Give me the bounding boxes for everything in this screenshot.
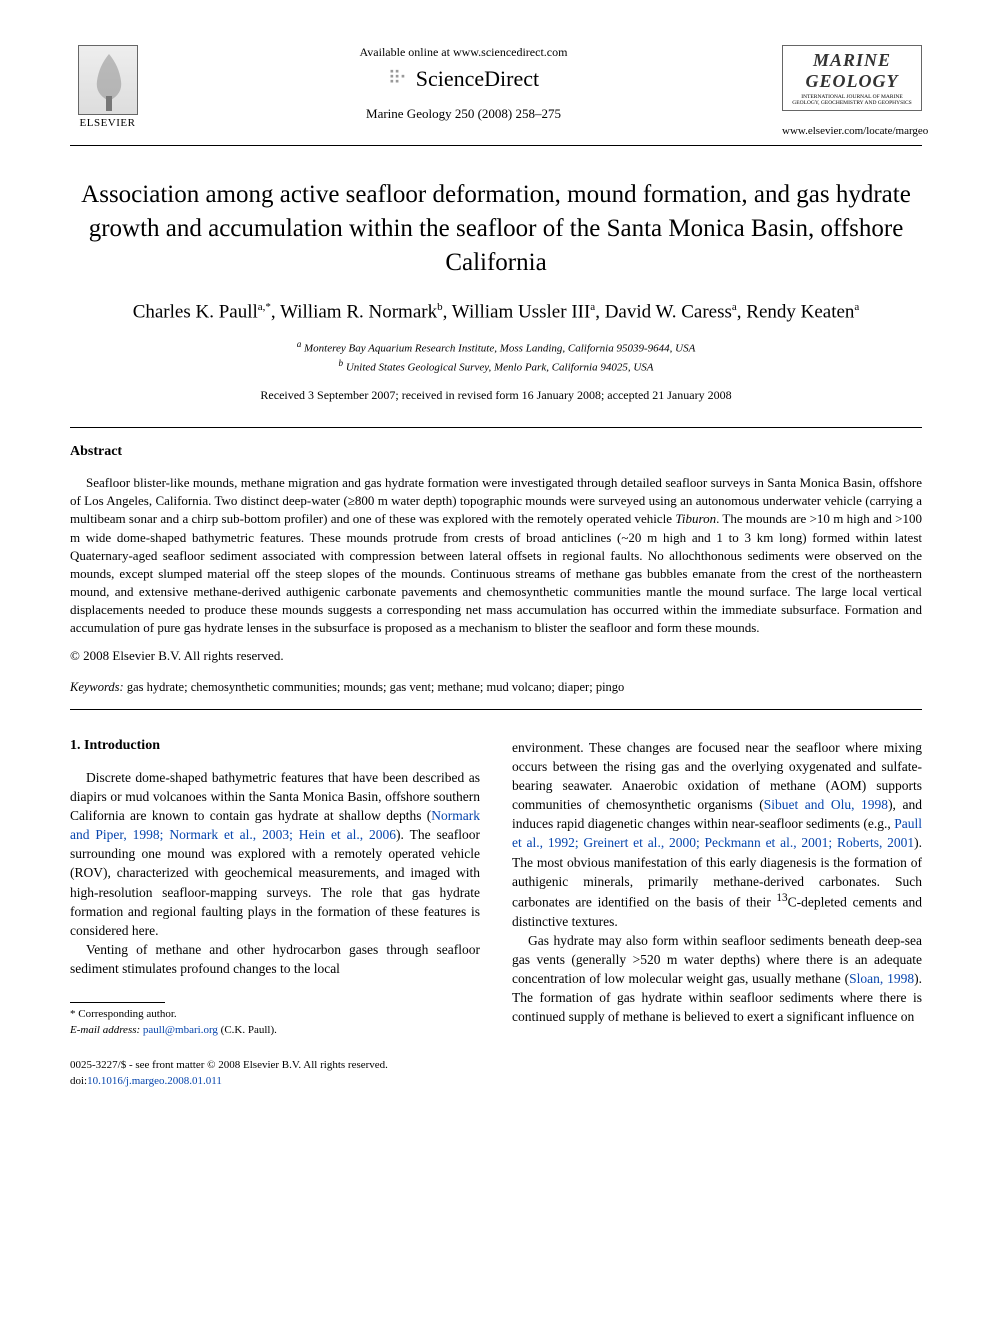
abstract-heading: Abstract — [70, 444, 922, 460]
elsevier-label: ELSEVIER — [80, 117, 136, 129]
journal-header: ELSEVIER Available online at www.science… — [70, 45, 922, 137]
abstract-top-rule — [70, 427, 922, 428]
author: Charles K. Paull — [133, 302, 258, 323]
doi-link[interactable]: 10.1016/j.margeo.2008.01.011 — [87, 1075, 222, 1087]
isotope-sup: 13 — [776, 892, 787, 904]
right-column: environment. These changes are focused n… — [512, 738, 922, 1039]
elsevier-tree-icon — [78, 45, 138, 115]
author: William R. Normark — [280, 302, 437, 323]
sd-brand-text: ScienceDirect — [416, 66, 539, 91]
author: William Ussler III — [452, 302, 591, 323]
abstract-text: Seafloor blister-like mounds, methane mi… — [70, 474, 922, 638]
affiliation-b: b United States Geological Survey, Menlo… — [70, 357, 922, 376]
author-aff: a,* — [258, 301, 271, 313]
paper-title: Association among active seafloor deform… — [70, 178, 922, 279]
keywords-text: gas hydrate; chemosynthetic communities;… — [127, 680, 624, 694]
author: Rendy Keaten — [746, 302, 854, 323]
author-aff: a — [732, 301, 737, 313]
abstract-bottom-rule — [70, 709, 922, 710]
author-list: Charles K. Paulla,*, William R. Normarkb… — [70, 301, 922, 323]
elsevier-logo: ELSEVIER — [70, 45, 145, 129]
p1-post: ). The seafloor surrounding one mound wa… — [70, 827, 480, 938]
footer-doi: doi:10.1016/j.margeo.2008.01.011 — [70, 1074, 922, 1089]
doi-label: doi: — [70, 1075, 87, 1087]
citation-link[interactable]: Sibuet and Olu, 1998 — [764, 797, 888, 812]
abstract-text-span: Seafloor blister-like mounds, methane mi… — [70, 475, 922, 636]
author: David W. Caress — [605, 302, 732, 323]
marine-title-2: GEOLOGY — [787, 71, 917, 92]
author-aff: a — [590, 301, 595, 313]
left-column: 1. Introduction Discrete dome-shaped bat… — [70, 738, 480, 1039]
author-aff: b — [437, 301, 443, 313]
corresponding-author: * Corresponding author. E-mail address: … — [70, 1007, 480, 1038]
citation-link[interactable]: Sloan, 1998 — [849, 971, 914, 986]
intro-p1: Discrete dome-shaped bathymetric feature… — [70, 768, 480, 940]
keywords-line: Keywords: gas hydrate; chemosynthetic co… — [70, 680, 922, 695]
affiliations: a Monterey Bay Aquarium Research Institu… — [70, 338, 922, 376]
marine-geology-cover: MARINE GEOLOGY INTERNATIONAL JOURNAL OF … — [782, 45, 922, 111]
available-online-text: Available online at www.sciencedirect.co… — [165, 45, 762, 60]
header-center: Available online at www.sciencedirect.co… — [145, 45, 782, 122]
page-footer: 0025-3227/$ - see front matter © 2008 El… — [70, 1058, 922, 1089]
sd-dots-icon: ⠿⠂ — [388, 68, 410, 88]
journal-reference: Marine Geology 250 (2008) 258–275 — [165, 106, 762, 122]
sciencedirect-logo: ⠿⠂ ScienceDirect — [165, 66, 762, 92]
intro-p2: Venting of methane and other hydrocarbon… — [70, 940, 480, 978]
affiliation-b-text: United States Geological Survey, Menlo P… — [346, 361, 654, 373]
affiliation-a: a Monterey Bay Aquarium Research Institu… — [70, 338, 922, 357]
intro-p3: environment. These changes are focused n… — [512, 738, 922, 931]
p1-pre: Discrete dome-shaped bathymetric feature… — [70, 770, 480, 823]
two-column-body: 1. Introduction Discrete dome-shaped bat… — [70, 738, 922, 1039]
corr-email-line: E-mail address: paull@mbari.org (C.K. Pa… — [70, 1023, 480, 1038]
journal-url: www.elsevier.com/locate/margeo — [782, 125, 922, 137]
marine-title-1: MARINE — [787, 50, 917, 71]
journal-logo-block: MARINE GEOLOGY INTERNATIONAL JOURNAL OF … — [782, 45, 922, 137]
marine-subtitle: INTERNATIONAL JOURNAL OF MARINE GEOLOGY,… — [787, 94, 917, 106]
abstract-copyright: © 2008 Elsevier B.V. All rights reserved… — [70, 648, 922, 664]
author-aff: a — [854, 301, 859, 313]
email-who: (C.K. Paull). — [221, 1024, 277, 1036]
section-heading: 1. Introduction — [70, 738, 480, 754]
affiliation-a-text: Monterey Bay Aquarium Research Institute… — [304, 342, 695, 354]
footnote-rule — [70, 1002, 165, 1003]
header-rule — [70, 145, 922, 146]
intro-p4: Gas hydrate may also form within seafloo… — [512, 931, 922, 1027]
corr-label: * Corresponding author. — [70, 1007, 480, 1022]
keywords-label: Keywords: — [70, 680, 124, 694]
email-link[interactable]: paull@mbari.org — [143, 1024, 218, 1036]
footer-line1: 0025-3227/$ - see front matter © 2008 El… — [70, 1058, 922, 1073]
abstract-body: Seafloor blister-like mounds, methane mi… — [70, 474, 922, 638]
email-label: E-mail address: — [70, 1024, 140, 1036]
article-dates: Received 3 September 2007; received in r… — [70, 388, 922, 403]
